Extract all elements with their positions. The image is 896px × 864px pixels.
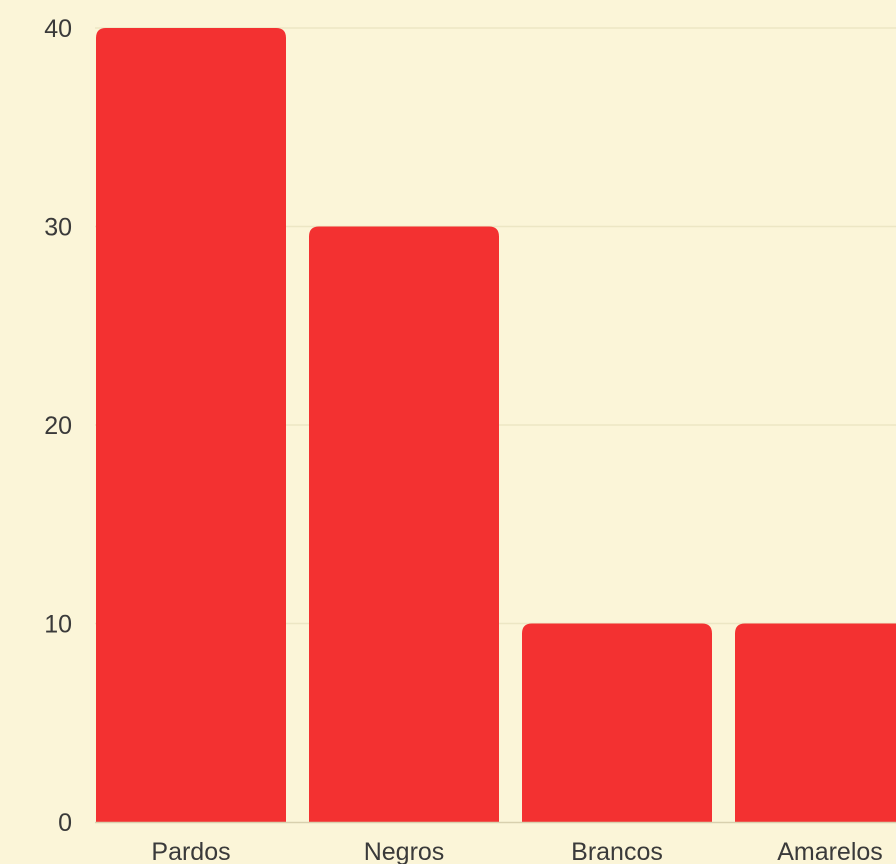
x-tick-label-brancos: Brancos	[571, 838, 663, 864]
bar-amarelos	[735, 623, 896, 822]
y-tick-label: 0	[58, 809, 72, 837]
bar-pardos	[96, 28, 286, 822]
y-tick-label: 40	[44, 15, 72, 43]
bar-brancos	[522, 623, 712, 822]
x-tick-label-negros: Negros	[364, 838, 445, 864]
y-tick-label: 10	[44, 611, 72, 639]
x-tick-label-pardos: Pardos	[151, 838, 230, 864]
bars	[96, 28, 896, 822]
y-axis-ticks: 0 10 20 30 40	[44, 15, 72, 837]
y-tick-label: 30	[44, 214, 72, 242]
bar-negros	[309, 226, 499, 822]
x-axis-labels: Pardos Negros Brancos Amarelos	[151, 838, 882, 864]
y-tick-label: 20	[44, 412, 72, 440]
x-tick-label-amarelos: Amarelos	[777, 838, 883, 864]
